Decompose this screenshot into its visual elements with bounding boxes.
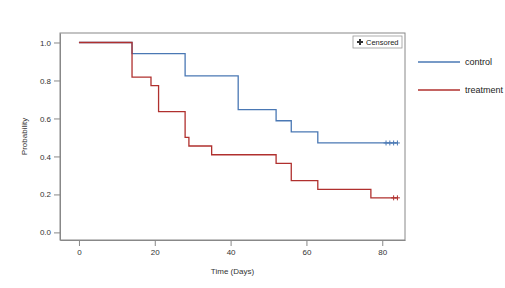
y-axis-title: Probability <box>20 118 29 155</box>
x-tick: 60 <box>302 240 311 257</box>
y-tick-label: 0.0 <box>40 228 52 237</box>
censor-mark-v <box>393 140 394 145</box>
annotation-text: Censored <box>366 38 399 47</box>
x-axis-line <box>61 240 406 241</box>
censor-mark-v <box>386 140 387 145</box>
censor-mark-v <box>397 195 398 200</box>
x-tick-mark <box>382 240 383 246</box>
plot-frame <box>60 33 405 240</box>
y-axis-line <box>60 34 61 241</box>
x-tick: 80 <box>378 240 387 257</box>
x-tick-label: 40 <box>227 248 236 257</box>
annotation-box <box>353 36 402 48</box>
censor-mark-v <box>393 195 394 200</box>
y-tick-mark <box>54 232 60 233</box>
y-tick: 0.0 <box>40 228 60 237</box>
y-tick: 0.2 <box>40 190 60 199</box>
y-tick-mark <box>54 156 60 157</box>
y-tick: 1.0 <box>40 39 60 48</box>
y-tick-mark <box>54 194 60 195</box>
legend-swatch <box>418 89 460 91</box>
y-tick-mark <box>54 80 60 81</box>
x-tick-label: 80 <box>378 248 387 257</box>
censor-mark-v <box>389 140 390 145</box>
x-tick: 40 <box>227 240 236 257</box>
x-tick-mark <box>79 240 80 246</box>
x-axis: 0 20 40 60 80 <box>61 240 406 257</box>
x-tick-mark <box>231 240 232 246</box>
x-tick-label: 0 <box>77 248 82 257</box>
x-tick: 20 <box>151 240 160 257</box>
y-tick-label: 0.6 <box>40 115 52 124</box>
survival-line <box>79 42 397 142</box>
x-tick: 0 <box>77 240 82 257</box>
x-tick-label: 60 <box>302 248 311 257</box>
chart-container: 0 20 40 60 80 0.0 0.2 0.4 0.6 0.8 1.0 Time (Days) Pr… <box>0 0 505 288</box>
censor-mark-v <box>397 140 398 145</box>
y-tick: 0.4 <box>40 153 60 162</box>
x-axis-title: Time (Days) <box>211 267 255 276</box>
annotation-symbol <box>357 39 363 45</box>
y-tick-mark <box>54 42 60 43</box>
legend: control treatment <box>418 57 504 95</box>
y-tick-label: 0.2 <box>40 190 52 199</box>
x-tick-mark <box>306 240 307 246</box>
y-tick-label: 0.8 <box>40 77 52 86</box>
legend-label: treatment <box>465 85 504 95</box>
x-tick-mark <box>155 240 156 246</box>
y-tick-label: 1.0 <box>40 39 52 48</box>
chart-svg: 0 20 40 60 80 0.0 0.2 0.4 0.6 0.8 1.0 Time (Days) Pr… <box>0 0 505 288</box>
y-axis: 0.0 0.2 0.4 0.6 0.8 1.0 <box>40 34 61 241</box>
y-tick: 0.6 <box>40 115 60 124</box>
x-tick-label: 20 <box>151 248 160 257</box>
legend-swatch <box>418 61 460 63</box>
y-tick-mark <box>54 118 60 119</box>
survival-line <box>79 42 397 197</box>
legend-label: control <box>465 57 492 67</box>
y-tick-label: 0.4 <box>40 153 52 162</box>
y-tick: 0.8 <box>40 77 60 86</box>
plot-marks <box>79 42 400 200</box>
